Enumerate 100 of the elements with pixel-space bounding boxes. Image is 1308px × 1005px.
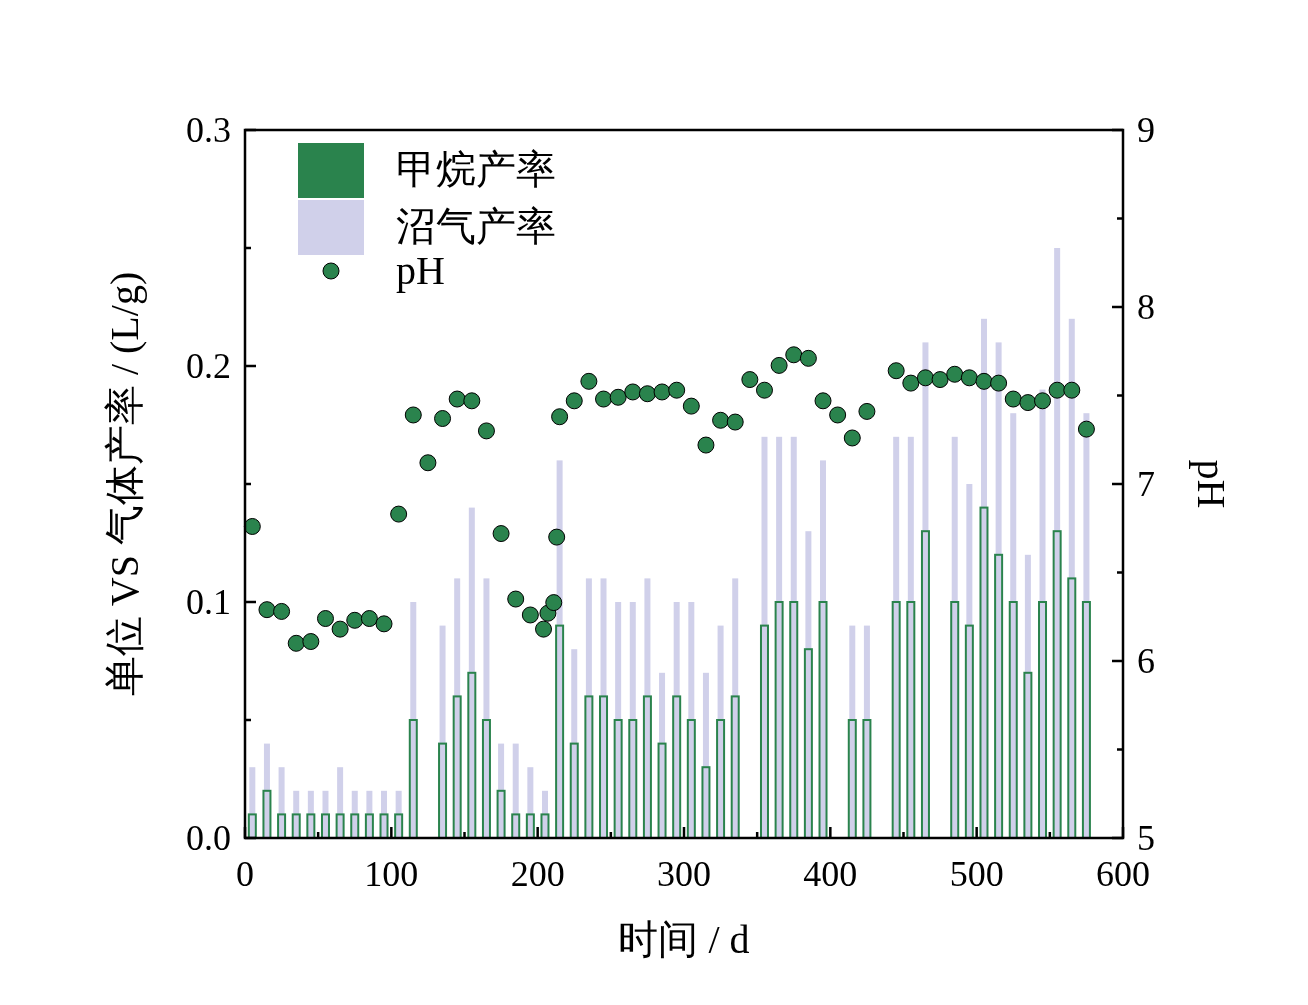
x-tick-label: 500 — [949, 854, 1004, 894]
bar — [262, 789, 272, 839]
point — [653, 383, 671, 401]
bar — [512, 743, 519, 838]
point — [463, 392, 481, 410]
bar — [278, 767, 285, 838]
point — [741, 371, 759, 389]
bar — [481, 719, 491, 839]
x-tick-label: 300 — [657, 854, 711, 894]
bar — [1052, 530, 1062, 839]
bar — [759, 624, 769, 839]
point — [346, 611, 364, 629]
bar — [1008, 601, 1018, 839]
bar — [761, 436, 768, 838]
bar — [525, 813, 535, 839]
y-tick-label: 0.0 — [186, 818, 231, 858]
point — [726, 413, 744, 431]
bar — [920, 530, 930, 839]
bar — [249, 767, 256, 838]
bar — [702, 672, 709, 838]
bar — [613, 719, 623, 839]
bar — [891, 601, 901, 839]
legend-label: pH — [396, 248, 445, 293]
point — [390, 505, 408, 523]
point — [638, 385, 656, 403]
point — [697, 436, 715, 454]
bar — [730, 695, 740, 839]
bar — [906, 601, 916, 839]
y-tick-label: 0.2 — [186, 346, 231, 386]
point — [755, 381, 773, 399]
x-tick-label: 400 — [803, 854, 858, 894]
bar — [364, 813, 374, 839]
bar — [291, 813, 301, 839]
bar — [540, 813, 550, 839]
point — [858, 402, 876, 420]
bar — [571, 649, 578, 838]
x-axis-title: 时间 / d — [618, 917, 750, 962]
bar — [615, 602, 622, 838]
y2-tick-label: 8 — [1137, 287, 1155, 327]
legend-label: 甲烷产率 — [396, 147, 556, 192]
bar — [555, 624, 565, 839]
point — [960, 369, 978, 387]
point — [548, 528, 566, 546]
bar — [686, 719, 696, 839]
legend-label: 沼气产率 — [396, 204, 556, 249]
bar — [337, 767, 344, 838]
bar — [732, 578, 739, 838]
point — [668, 381, 686, 399]
point — [770, 356, 788, 374]
bar — [410, 602, 417, 838]
point — [829, 406, 847, 424]
y-tick-label: 0.1 — [186, 582, 231, 622]
bar — [247, 813, 257, 839]
point — [1063, 381, 1081, 399]
point — [990, 374, 1008, 392]
point — [712, 411, 730, 429]
point — [521, 606, 539, 624]
point — [682, 397, 700, 415]
point — [843, 429, 861, 447]
y2-axis-title: pH — [1189, 459, 1234, 509]
point — [814, 392, 832, 410]
x-tick-label: 200 — [510, 854, 565, 894]
bar — [335, 813, 345, 839]
point — [243, 517, 261, 535]
y2-tick-label: 9 — [1137, 110, 1155, 150]
point — [609, 388, 627, 406]
bar — [862, 719, 872, 839]
bar — [527, 767, 534, 838]
bar — [468, 507, 475, 838]
point — [316, 610, 334, 628]
bar — [1010, 413, 1017, 838]
point — [902, 374, 920, 392]
point — [477, 422, 495, 440]
bar — [599, 695, 609, 839]
bar — [774, 601, 784, 839]
bar — [688, 602, 695, 838]
bar — [672, 695, 682, 839]
bar — [320, 813, 330, 839]
point — [434, 410, 452, 428]
point — [492, 525, 510, 543]
bar — [818, 601, 828, 839]
bar — [452, 695, 462, 839]
y2-tick-label: 6 — [1137, 641, 1155, 681]
point — [916, 369, 934, 387]
bar — [408, 719, 418, 839]
bar — [964, 624, 974, 839]
point — [287, 634, 305, 652]
bar — [511, 813, 521, 839]
point — [1034, 392, 1052, 410]
bar — [642, 695, 652, 839]
bar — [277, 813, 287, 839]
bar — [628, 719, 638, 839]
bar — [454, 578, 461, 838]
y2-tick-label: 7 — [1137, 464, 1155, 504]
point — [545, 594, 563, 612]
bar — [701, 766, 711, 839]
bar — [1081, 601, 1091, 839]
y-tick-label: 0.3 — [186, 110, 231, 150]
point — [448, 390, 466, 408]
bar — [1038, 601, 1048, 839]
